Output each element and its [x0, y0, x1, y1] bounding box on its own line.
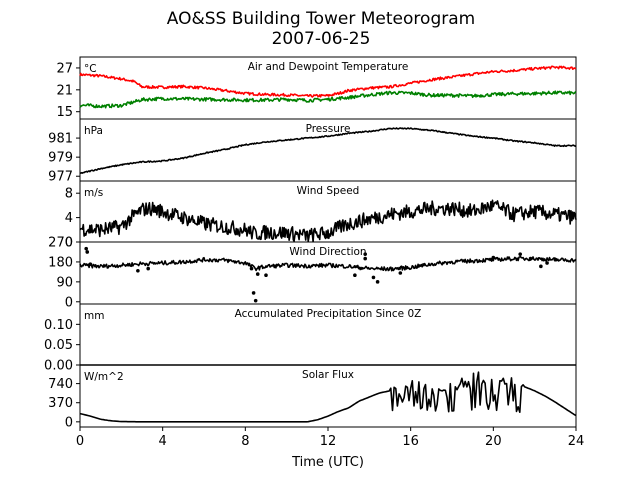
series-line-1 [79, 371, 577, 423]
y-tick-label: 981 [48, 132, 73, 147]
scatter-point [251, 291, 256, 295]
panel-title: Air and Dewpoint Temperature [248, 61, 409, 73]
y-tick-label: 370 [48, 396, 73, 411]
panel-4: 0 90 180 270 Wind Direction [48, 236, 577, 310]
scatter-point [353, 273, 357, 278]
x-axis: 0 4 8 12 16 20 24 [76, 427, 584, 449]
y-tick-label: 0 [65, 236, 73, 251]
y-tick-label: 977 [48, 170, 73, 185]
panel-1: 15 21 27 Air and Dewpoint Temperature °C [56, 56, 577, 120]
panel-unit: mm [84, 310, 104, 322]
scatter-point [375, 280, 380, 284]
y-tick-label: 0.00 [44, 359, 73, 374]
scatter-point [528, 256, 533, 261]
y-tick-label: 27 [56, 61, 73, 76]
scatter-point [363, 256, 368, 261]
panel-title: Solar Flux [302, 369, 354, 381]
panel-unit: °C [84, 63, 97, 75]
x-tick-label: 16 [402, 434, 419, 449]
scatter-point [84, 246, 88, 251]
panel-unit: m/s [84, 187, 103, 199]
y-tick-label: 8 [65, 187, 73, 202]
y-tick-label: 0 [65, 295, 73, 310]
series-line-2 [79, 90, 577, 109]
x-tick-label: 8 [241, 434, 249, 449]
y-tick-label: 270 [48, 236, 73, 251]
scatter-point [249, 266, 254, 271]
y-tick-label: 979 [48, 151, 73, 166]
panel-title: Pressure [306, 123, 351, 135]
panel-title: Accumulated Precipitation Since 0Z [235, 308, 422, 320]
y-tick-label: 740 [48, 377, 73, 392]
y-tick-label: 15 [56, 105, 73, 120]
x-tick-label: 12 [320, 434, 337, 449]
panel-6: 0 370 740 Solar Flux W/m^2 [48, 364, 577, 430]
scatter-point [88, 262, 93, 266]
y-tick-label: 4 [65, 211, 73, 226]
scatter-point [539, 264, 543, 269]
scatter-point [146, 266, 150, 271]
panel-title: Wind Direction [289, 246, 366, 258]
panel-unit: W/m^2 [84, 371, 124, 383]
chart-title: AO&SS Building Tower Meteorogram [167, 9, 475, 29]
scatter-point [253, 298, 258, 303]
chart-subtitle: 2007-06-25 [272, 29, 371, 49]
y-tick-label: 21 [56, 83, 73, 98]
y-tick-label: 0.10 [44, 318, 73, 333]
series-line-1 [79, 199, 577, 243]
scatter-point [553, 257, 558, 262]
scatter-point [255, 272, 260, 276]
series-line-1 [79, 255, 577, 272]
panel-2: 977 979 981 Pressure hPa [48, 118, 577, 185]
scatter-point [363, 252, 368, 256]
x-axis-label: Time (UTC) [291, 455, 364, 470]
scatter-point [491, 255, 496, 260]
y-tick-label: 0 [65, 415, 73, 430]
x-tick-label: 4 [159, 434, 167, 449]
panel-5: 0.00 0.05 0.10 Accumulated Precipitation Si… [44, 303, 577, 374]
scatter-point [371, 275, 376, 280]
series-line-1 [79, 65, 577, 98]
scatter-point [518, 252, 522, 256]
scatter-point [136, 268, 140, 273]
y-tick-label: 90 [56, 275, 73, 290]
scatter-point [545, 261, 549, 265]
panel-title: Wind Speed [297, 185, 360, 197]
scatter-point [264, 273, 268, 278]
y-tick-label: 0.05 [44, 338, 73, 353]
x-tick-label: 24 [568, 434, 585, 449]
panel-3: 0 4 8 Wind Speed m/s [65, 180, 577, 251]
panel-unit: hPa [84, 125, 103, 137]
x-tick-label: 0 [76, 434, 84, 449]
scatter-point [398, 271, 403, 275]
y-tick-label: 180 [48, 255, 73, 270]
scatter-point [85, 250, 90, 254]
series-line-1 [79, 127, 577, 174]
x-tick-label: 20 [485, 434, 502, 449]
